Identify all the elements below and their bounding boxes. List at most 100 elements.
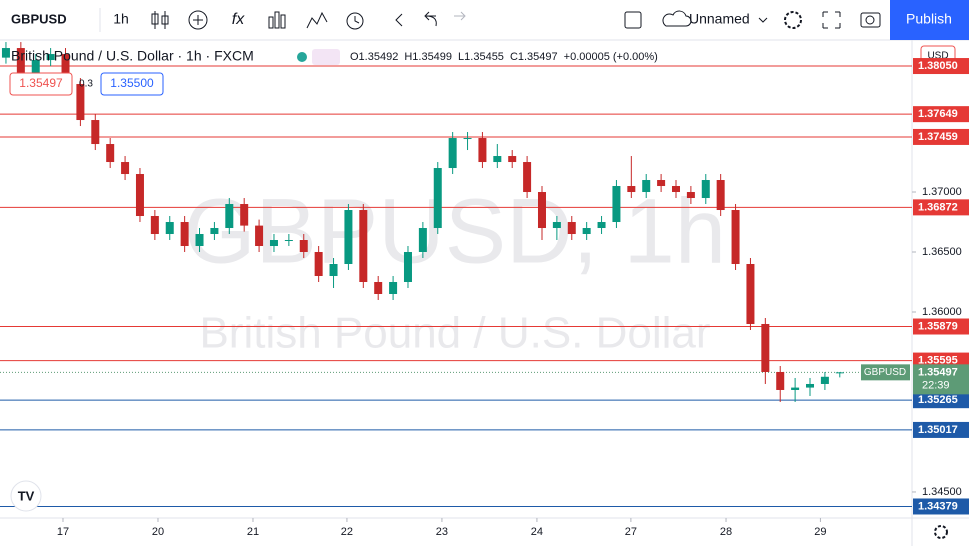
interval-button[interactable]: 1h [113, 11, 129, 27]
candle-body [582, 228, 591, 235]
layout-menu-arrow[interactable] [758, 17, 768, 23]
x-tick-label: 27 [625, 526, 637, 538]
fx-button[interactable]: fx [232, 11, 245, 28]
candle-body [642, 180, 651, 193]
x-tick-label: 23 [436, 526, 448, 538]
x-tick-label: 22 [341, 526, 353, 538]
ohlc-value: L1.35455 [458, 51, 504, 63]
publish-button[interactable] [890, 0, 969, 40]
replay-button[interactable] [395, 13, 403, 27]
indicators-add-button[interactable] [188, 10, 208, 30]
fullscreen-toggle[interactable] [624, 11, 642, 29]
candle-body [835, 372, 844, 374]
ohlc-legend: O1.35492 H1.35499 L1.35455 C1.35497 +0.00005… [350, 51, 658, 63]
level-price-label [913, 421, 969, 438]
candle-body [552, 222, 561, 229]
candle-body [106, 144, 115, 163]
level-price-text: 1.37459 [918, 131, 958, 143]
candle-body [597, 222, 606, 229]
candle-body [31, 60, 40, 79]
fullscreen-button[interactable] [822, 11, 841, 29]
y-tick-label: 1.36000 [922, 306, 962, 318]
spread: 0.3 [79, 79, 93, 90]
candle-body [180, 222, 189, 247]
candle-body [508, 156, 517, 163]
settings-button[interactable] [784, 11, 802, 29]
candle-body [121, 162, 130, 175]
tradingview-logo[interactable]: TV [10, 480, 42, 512]
level-price-label [913, 318, 969, 335]
level-price-text: 1.35017 [918, 424, 958, 436]
level-price-label [913, 498, 969, 515]
candle-body [344, 210, 353, 265]
axis-settings-button[interactable] [934, 525, 948, 539]
level-price-label [913, 392, 969, 409]
candle-body [746, 264, 755, 324]
last-price-text: 1.35497 [918, 366, 958, 378]
chart-type-button[interactable] [151, 11, 169, 29]
level-price-label [913, 58, 969, 75]
sell-price[interactable]: 1.35497 [19, 76, 63, 90]
candle-body [76, 84, 85, 121]
sell-button[interactable] [9, 72, 73, 96]
candle-body [150, 216, 159, 235]
candle-body [537, 192, 546, 229]
candle-body [493, 156, 502, 163]
ohlc-value: C1.35497 [510, 51, 558, 63]
y-tick-label: 1.34500 [922, 486, 962, 498]
candle-body [299, 240, 308, 253]
market-status [297, 52, 307, 62]
snapshot-button[interactable] [860, 12, 881, 28]
buy-price[interactable]: 1.35500 [110, 76, 154, 90]
candle-body [240, 204, 249, 226]
level-price-text: 1.35265 [918, 394, 958, 406]
candle-body [791, 387, 800, 390]
candle-body [523, 162, 532, 193]
symbol-search[interactable]: GBPUSD [11, 11, 67, 26]
ohlc-value: H1.35499 [404, 51, 452, 63]
candle-body [671, 186, 680, 193]
candle-body [314, 252, 323, 277]
watermark: GBPUSD, 1h [184, 180, 726, 282]
level-price-text: 1.34379 [918, 500, 958, 512]
candle-body [776, 371, 785, 390]
candle-body [135, 174, 144, 217]
indicator-badge[interactable] [312, 49, 340, 65]
x-tick-label: 28 [720, 526, 732, 538]
level-price-text: 1.38050 [918, 60, 958, 72]
candle-body [612, 186, 621, 223]
candle-body [806, 383, 815, 388]
x-tick-label: 24 [531, 526, 543, 538]
templates-button[interactable] [268, 11, 286, 29]
candle-body [61, 54, 70, 85]
candle-body [448, 138, 457, 169]
candle-body [731, 210, 740, 265]
level-price-text: 1.35595 [918, 354, 958, 366]
alerts-chart-button[interactable] [306, 11, 328, 29]
currency[interactable]: USD [927, 51, 948, 62]
ohlc-value: +0.00005 (+0.00%) [564, 51, 658, 63]
candle-body [463, 138, 472, 140]
symbol-tag-text: GBPUSD [864, 367, 906, 378]
x-tick-label: 20 [152, 526, 164, 538]
alert-button[interactable] [346, 12, 364, 30]
publish-label[interactable]: Publish [906, 11, 952, 27]
undo-button[interactable] [424, 11, 437, 27]
layout-name[interactable]: Unnamed [689, 11, 750, 27]
candle-body [329, 264, 338, 277]
buy-button[interactable] [100, 72, 164, 96]
candle-body [657, 180, 666, 187]
ohlc-value: O1.35492 [350, 51, 398, 63]
candle-body [389, 281, 398, 294]
candle-body [16, 48, 25, 79]
series-title: British Pound / U.S. Dollar · 1h · FXCM [11, 48, 254, 64]
candle-body [567, 222, 576, 235]
candle-body [403, 252, 412, 282]
x-tick-label: 29 [814, 526, 826, 538]
candle-body [225, 204, 234, 229]
redo-button[interactable] [454, 11, 466, 21]
candle-body [91, 120, 100, 145]
level-price-text: 1.37649 [918, 108, 958, 120]
candle-body [820, 376, 829, 384]
y-tick-label: 1.36500 [922, 246, 962, 258]
